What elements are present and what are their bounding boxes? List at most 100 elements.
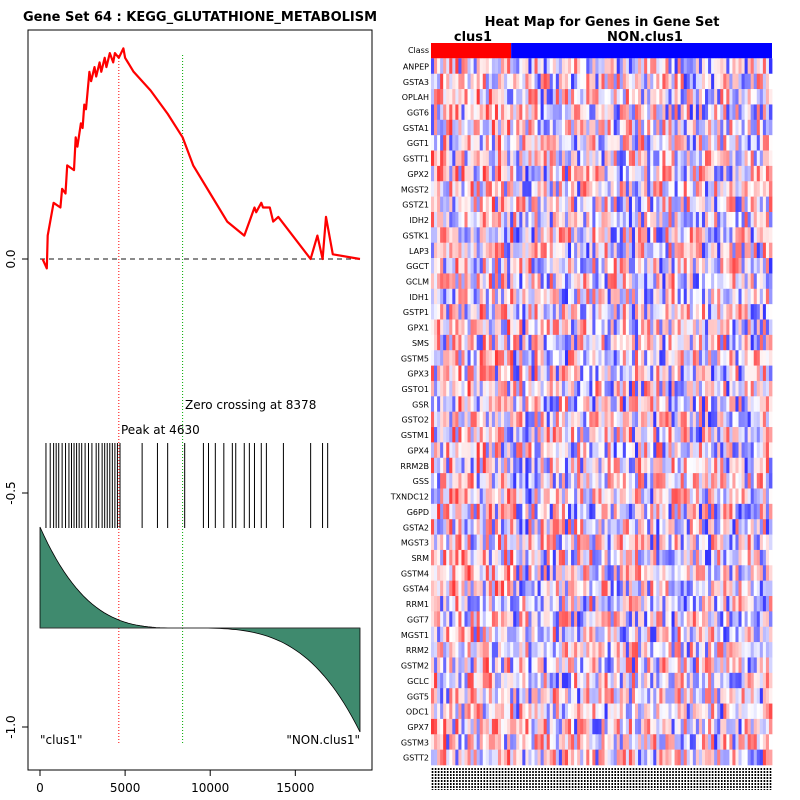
heatmap-cell bbox=[537, 273, 541, 290]
heatmap-cell bbox=[580, 258, 584, 274]
heatmap-cell bbox=[501, 165, 505, 182]
heatmap-cell bbox=[525, 580, 529, 597]
heatmap-cell bbox=[494, 672, 499, 689]
heatmap-cell bbox=[510, 657, 514, 674]
heatmap-cell bbox=[558, 642, 563, 658]
heatmap-cell bbox=[531, 703, 535, 720]
heatmap-cell bbox=[634, 596, 639, 612]
heatmap-cell bbox=[540, 396, 545, 412]
heatmap-cell bbox=[473, 196, 478, 213]
heatmap-cell bbox=[586, 519, 590, 535]
heatmap-cell bbox=[455, 672, 459, 689]
heatmap-cell bbox=[577, 427, 581, 443]
x-tick-label: 10000 bbox=[191, 781, 229, 795]
heatmap-cell bbox=[525, 457, 529, 474]
heatmap-cell bbox=[656, 273, 660, 290]
heatmap-cell bbox=[476, 304, 481, 320]
heatmap-cell bbox=[543, 396, 548, 412]
heatmap-cell bbox=[491, 211, 496, 228]
heatmap-cell bbox=[470, 288, 475, 305]
heatmap-cell bbox=[513, 181, 517, 197]
heatmap-cell bbox=[662, 104, 666, 121]
class-row-label: Class bbox=[408, 46, 429, 55]
heatmap-cell bbox=[650, 104, 654, 121]
heatmap-cell bbox=[659, 580, 663, 597]
heatmap-cell bbox=[552, 211, 557, 228]
heatmap-cell bbox=[479, 642, 484, 658]
heatmap-cell bbox=[531, 319, 535, 336]
heatmap-cell bbox=[546, 350, 551, 366]
heatmap-cell bbox=[555, 427, 560, 443]
heatmap-cell bbox=[491, 334, 496, 351]
heatmap-cell bbox=[534, 718, 538, 735]
heatmap-cell bbox=[689, 457, 694, 474]
heatmap-cell bbox=[476, 457, 481, 474]
heatmap-cell bbox=[647, 73, 651, 90]
heatmap-cell bbox=[543, 273, 548, 290]
heatmap-cell bbox=[692, 427, 697, 443]
heatmap-cell bbox=[592, 534, 596, 551]
heatmap-cell bbox=[628, 396, 633, 412]
heatmap-cell bbox=[473, 258, 478, 274]
heatmap-cell bbox=[610, 488, 615, 505]
heatmap-cell bbox=[555, 611, 560, 628]
heatmap-cell bbox=[485, 427, 490, 443]
heatmap-cell bbox=[491, 565, 496, 581]
heatmap-cell bbox=[525, 119, 529, 136]
heatmap-cell bbox=[568, 580, 572, 597]
heatmap-cell bbox=[494, 258, 499, 274]
heatmap-cell bbox=[738, 411, 742, 428]
heatmap-cell bbox=[440, 165, 444, 182]
heatmap-cell bbox=[485, 442, 490, 459]
heatmap-cell bbox=[555, 119, 560, 136]
heatmap-cell bbox=[708, 288, 712, 305]
heatmap-cell bbox=[744, 150, 749, 167]
heatmap-cell bbox=[711, 672, 715, 689]
heatmap-cell bbox=[735, 565, 739, 581]
heatmap-cell bbox=[497, 549, 502, 566]
heatmap-cell bbox=[543, 334, 548, 351]
heatmap-cell bbox=[601, 304, 605, 320]
heatmap-cell bbox=[741, 503, 745, 520]
heatmap-cell bbox=[686, 319, 691, 336]
heatmap-cell bbox=[741, 165, 745, 182]
heatmap-cell bbox=[494, 611, 499, 628]
heatmap-cell bbox=[507, 196, 511, 213]
heatmap-cell bbox=[534, 104, 538, 121]
heatmap-cell bbox=[738, 519, 742, 535]
heatmap-cell bbox=[768, 565, 773, 581]
heatmap-cell bbox=[738, 242, 742, 259]
heatmap-cell bbox=[622, 258, 627, 274]
heatmap-cell bbox=[735, 688, 739, 704]
heatmap-cell bbox=[549, 626, 554, 643]
heatmap-cell bbox=[443, 165, 447, 182]
heatmap-cell bbox=[458, 642, 462, 658]
heatmap-cell bbox=[747, 411, 752, 428]
heatmap-cell bbox=[665, 211, 669, 228]
heatmap-cell bbox=[665, 258, 669, 274]
heatmap-cell bbox=[431, 580, 435, 597]
heatmap-cell bbox=[540, 611, 545, 628]
heatmap-cell bbox=[574, 288, 578, 305]
heatmap-cell bbox=[580, 411, 584, 428]
heatmap-cell bbox=[497, 718, 502, 735]
heatmap-cell bbox=[540, 104, 545, 121]
heatmap-cell bbox=[595, 273, 599, 290]
heatmap-cell bbox=[473, 319, 478, 336]
heatmap-cell bbox=[580, 273, 584, 290]
heatmap-cell bbox=[497, 273, 502, 290]
heatmap-cell bbox=[592, 150, 596, 167]
heatmap-cell bbox=[729, 657, 733, 674]
heatmap-cell bbox=[689, 672, 694, 689]
heatmap-cell bbox=[446, 442, 450, 459]
heatmap-cell bbox=[717, 442, 721, 459]
heatmap-cell bbox=[610, 273, 615, 290]
heatmap-cell bbox=[501, 350, 505, 366]
heatmap-cell bbox=[631, 258, 636, 274]
heatmap-cell bbox=[759, 688, 764, 704]
heatmap-cell bbox=[525, 242, 529, 259]
heatmap-cell bbox=[586, 642, 590, 658]
heatmap-cell bbox=[461, 549, 465, 566]
heatmap-cell bbox=[461, 457, 465, 474]
heatmap-cell bbox=[479, 411, 484, 428]
